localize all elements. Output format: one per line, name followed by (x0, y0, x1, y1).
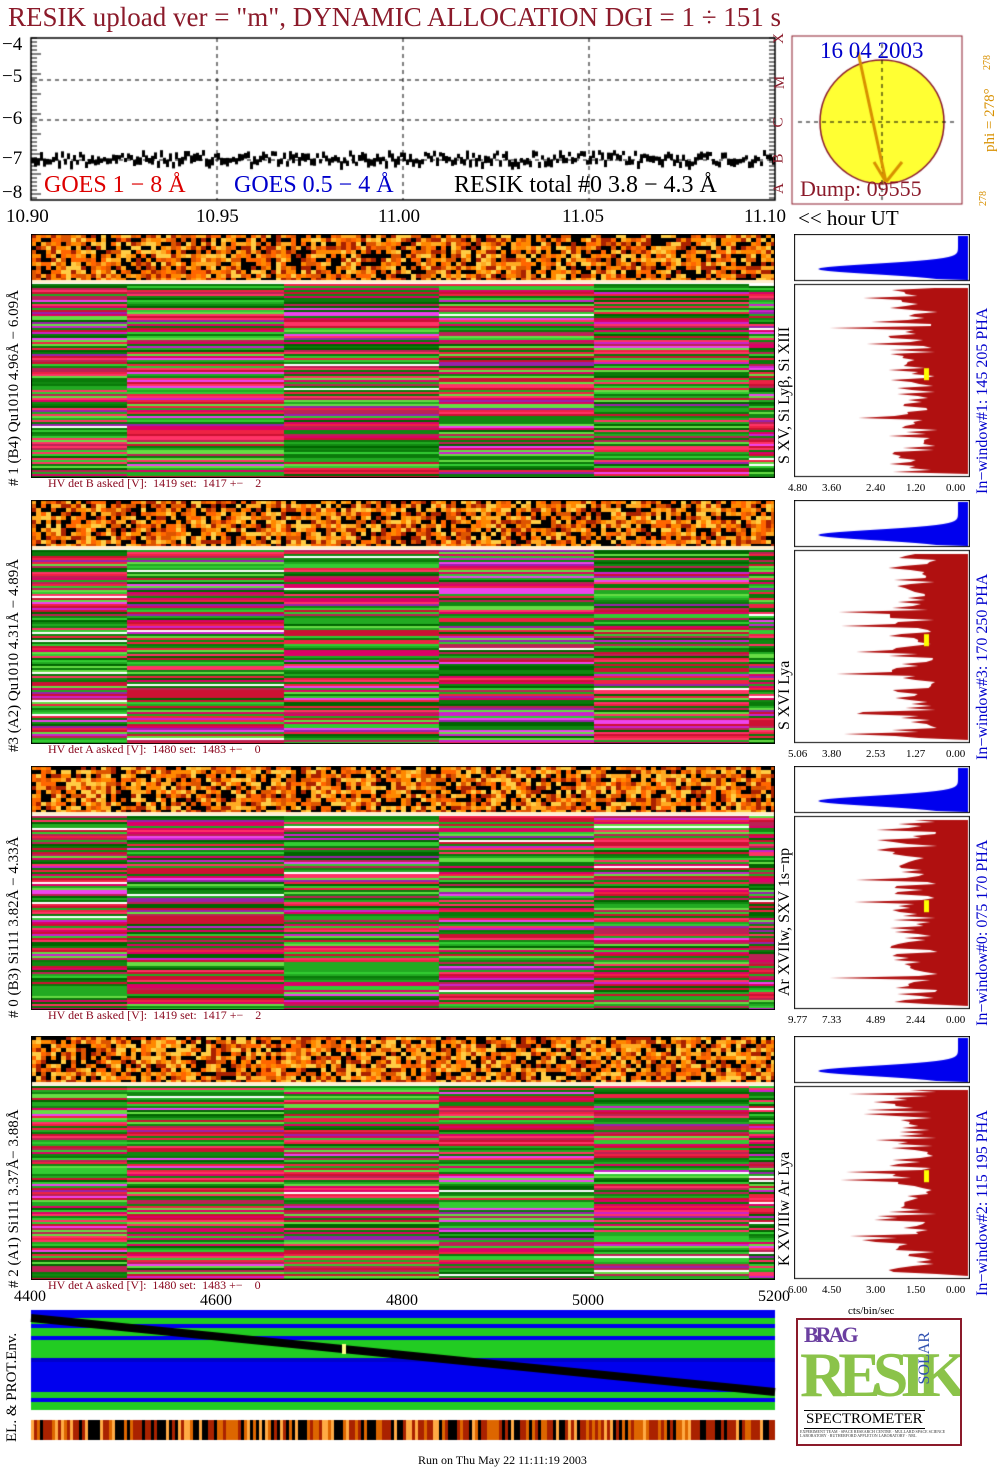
env-x-tick: 4400 (14, 1288, 46, 1305)
spectral-lines-label: Ar XVIIw, SXV 1s−np (776, 847, 793, 996)
y-tick: −7 (2, 148, 23, 169)
pha-spectrum (794, 766, 970, 1010)
detector-panel: HV det A asked [V]: 1480 set: 1483 +− 0 … (0, 500, 1004, 760)
spectrum-tick: 2.53 (866, 748, 886, 760)
detector-label: # 1 (B4) Qu1010 4.96Å − 6.09Å (6, 290, 22, 486)
phi-label: phi = 278° (982, 88, 998, 152)
logo-caption: SPECTROMETER (804, 1410, 925, 1429)
x-tick: 10.95 (196, 206, 239, 227)
flux-class-c: C (770, 117, 787, 128)
spectrum-tick: 1.27 (906, 748, 926, 760)
pha-spectrum (794, 500, 970, 744)
dump-number: Dump: 09555 (800, 176, 922, 201)
env-left-label: EL. & PROT.Env. (4, 1332, 20, 1442)
spectrum-tick: 6.00 (788, 1284, 808, 1296)
flux-class-b: B (770, 153, 787, 164)
spectrum-tick: 3.60 (822, 482, 842, 494)
detector-panel: HV det A asked [V]: 1480 set: 1483 +− 0 … (0, 1036, 1004, 1296)
spectrum-tick: 9.77 (788, 1014, 808, 1026)
y-tick: −6 (2, 108, 23, 129)
pha-spectrum (794, 234, 970, 478)
observation-date: 16 04 2003 (820, 38, 924, 63)
spectrum-tick: 3.80 (822, 748, 842, 760)
spectrum-tick: 0.00 (946, 748, 966, 760)
env-canvas (0, 1292, 790, 1452)
pha-window-label: In−window#3: 170 250 PHA (974, 573, 991, 760)
pha-window-label: In−window#0: 075 170 PHA (974, 839, 991, 1026)
y-tick: −5 (2, 66, 23, 87)
logo-brag: BRAG (804, 1322, 859, 1347)
page-title: RESIK upload ver = "m", DYNAMIC ALLOCATI… (8, 2, 782, 32)
env-x-tick: 4800 (386, 1292, 418, 1309)
run-timestamp: Run on Thu May 22 11:11:19 2003 (418, 1453, 587, 1467)
x-tick: 11.05 (562, 206, 605, 227)
detector-panel: HV det B asked [V]: 1419 set: 1417 +− 2 … (0, 766, 1004, 1026)
spectrogram-heatmap (31, 500, 775, 744)
pha-window-label: In−window#2: 115 195 PHA (974, 1110, 991, 1296)
hv-status: HV det A asked [V]: 1480 set: 1483 +− 0 (48, 1278, 261, 1292)
spectrum-tick: 0.00 (946, 482, 966, 494)
spectral-lines-label: K XVIIIw Ar Lya (776, 1151, 793, 1266)
detector-label: # 0 (B3) Si111 3.82Å − 4.33Å (6, 836, 22, 1018)
hv-status: HV det A asked [V]: 1480 set: 1483 +− 0 (48, 742, 261, 756)
detector-label: #3 (A2) Qu1010 4.31Å − 4.89Å (6, 558, 22, 752)
y-tick: −4 (2, 34, 23, 55)
resik-logo: BRAG RESIK SOLAR SPECTROMETER EXPERIMENT… (796, 1318, 962, 1446)
flux-class-x: X (770, 33, 787, 44)
sun-disk-canvas (790, 34, 1004, 206)
spectral-lines-label: S XVI Lya (776, 660, 793, 730)
spectrum-tick: 7.33 (822, 1014, 842, 1026)
spectrum-tick: 1.20 (906, 482, 926, 494)
y-tick: −8 (2, 182, 23, 203)
pha-spectrum (794, 1036, 970, 1280)
env-x-tick: 5200 (758, 1288, 790, 1305)
flux-class-a: A (770, 183, 787, 194)
legend-goes-long: GOES 1 − 8 Å (44, 172, 186, 198)
lightcurve-plot: −4 −5 −6 −7 −8 GOES 1 − 8 Å GOES 0.5 − 4… (0, 33, 790, 224)
lightcurve-canvas (0, 34, 790, 224)
logo-resik: RESIK (800, 1339, 960, 1410)
spectral-lines-label: S XV, Si Lyβ, Si XIII (776, 326, 793, 464)
spectrum-tick: 2.44 (906, 1014, 926, 1026)
logo-fine-print: EXPERIMENT TEAM · SPACE RESEARCH CENTRE … (800, 1429, 946, 1438)
env-x-tick: 5000 (572, 1292, 604, 1309)
phi-small: 278 (982, 55, 993, 70)
phi-bottom: 278 (978, 191, 989, 206)
spectrum-tick: 5.06 (788, 748, 808, 760)
x-tick: 10.90 (6, 206, 49, 227)
x-tick: 11.10 (744, 206, 787, 227)
spectrogram-heatmap (31, 766, 775, 1010)
spectrum-tick: 4.80 (788, 482, 808, 494)
hv-status: HV det B asked [V]: 1419 set: 1417 +− 2 (48, 476, 262, 490)
flux-class-m: M (772, 75, 789, 90)
spectrum-tick: 3.00 (866, 1284, 886, 1296)
spectrum-tick: 0.00 (946, 1014, 966, 1026)
env-panel (0, 1292, 790, 1452)
sun-panel: 16 04 2003 Dump: 09555 (790, 34, 1004, 206)
spectrogram-heatmap (31, 234, 775, 478)
detector-panel: HV det B asked [V]: 1419 set: 1417 +− 2 … (0, 234, 1004, 494)
legend-resik-total: RESIK total #0 3.8 − 4.3 Å (454, 172, 717, 198)
spectrum-tick: 4.50 (822, 1284, 842, 1296)
spectrogram-heatmap (31, 1036, 775, 1280)
spectrum-tick: 0.00 (946, 1284, 966, 1296)
legend-goes-short: GOES 0.5 − 4 Å (234, 172, 394, 198)
spectrum-unit-label: cts/bin/sec (848, 1305, 895, 1317)
spectrum-tick: 4.89 (866, 1014, 886, 1026)
x-tick: 11.00 (378, 206, 421, 227)
spectrum-tick: 2.40 (866, 482, 886, 494)
hv-status: HV det B asked [V]: 1419 set: 1417 +− 2 (48, 1008, 262, 1022)
pha-window-label: In−window#1: 145 205 PHA (974, 307, 991, 494)
x-unit-label: << hour UT (798, 206, 899, 230)
env-x-tick: 4600 (200, 1292, 232, 1309)
logo-solar: SOLAR (916, 1332, 933, 1385)
spectrum-tick: 1.50 (906, 1284, 926, 1296)
detector-label: # 2 (A1) Si111 3.37Å− 3.88Å (6, 1109, 22, 1288)
